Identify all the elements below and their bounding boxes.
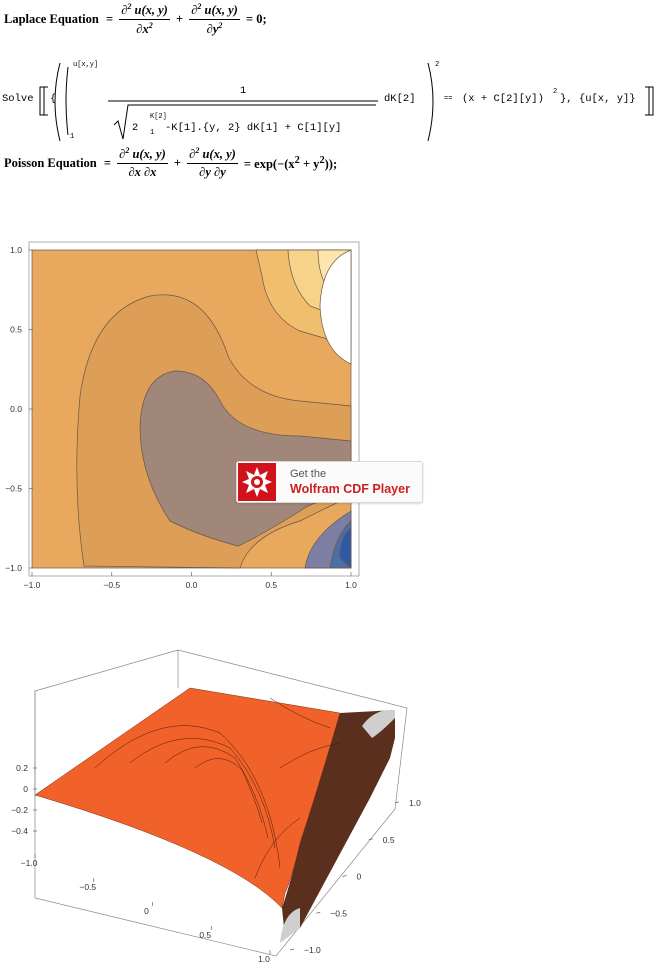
- laplace-eq-sign: =: [106, 12, 113, 27]
- laplace-label: Laplace Equation: [4, 12, 99, 27]
- x-tick-label: 0.5: [265, 580, 277, 590]
- y3d-tick-label: −0.5: [330, 908, 347, 918]
- inner-integrand: -K[1].{y, 2} dK[1] + C[1][y]: [165, 122, 341, 134]
- poisson-equation: Poisson Equation = ∂2 u(x, y) ∂x ∂x + ∂2…: [2, 146, 339, 180]
- get-cdf-player-button[interactable]: Get the Wolfram CDF Player: [236, 461, 423, 503]
- z-tick-label: −0.4: [11, 826, 28, 836]
- y3d-tick-label: 0: [357, 872, 362, 882]
- rhs-power: 2: [553, 88, 557, 96]
- cdf-badge-line1: Get the: [290, 468, 326, 480]
- surface-plot-3d[interactable]: 0.2 0 −0.2 −0.4 −1.0 −0.5 0 0.5 1.0 1.0 0.5 0 −0.5 −1…: [0, 638, 430, 963]
- laplace-term-y: ∂2 u(x, y) ∂y2: [189, 2, 240, 37]
- inner-integral-lower: 1: [150, 129, 154, 137]
- integral-upper: u[x,y]: [73, 61, 98, 69]
- y3d-tick-mark: [290, 949, 294, 950]
- x3d-tick-label: 1.0: [258, 954, 270, 963]
- y-tick-label: 1.0: [10, 245, 22, 255]
- y3d-tick-mark: [316, 912, 320, 913]
- poisson-rhs: = exp(−(x2 + y2));: [244, 155, 337, 172]
- x3d-tick-label: 0: [144, 906, 149, 916]
- laplace-plus: +: [176, 12, 183, 27]
- poisson-label: Poisson Equation: [4, 156, 97, 171]
- inner-integral-upper: K[2]: [150, 113, 167, 121]
- poisson-term-x: ∂2 u(x, y) ∂x ∂x: [117, 146, 168, 180]
- sqrt-coefficient: 2: [132, 122, 138, 134]
- y3d-tick-mark: [369, 839, 373, 840]
- contour-regions: [32, 250, 351, 568]
- laplace-term-x: ∂2 u(x, y) ∂x2: [119, 2, 170, 37]
- z-tick-label: 0: [23, 784, 28, 794]
- laplace-equation: Laplace Equation = ∂2 u(x, y) ∂x2 + ∂2 u…: [2, 2, 269, 37]
- x-tick-label: −1.0: [24, 580, 41, 590]
- outer-power: 2: [435, 61, 439, 69]
- contour-plot[interactable]: −1.0 −0.5 0.0 0.5 1.0 1.0 0.5 0.0 −0.5 −1.0: [0, 236, 380, 596]
- poisson-eq-sign: =: [104, 156, 111, 171]
- x-tick-label: −0.5: [103, 580, 120, 590]
- x-tick-label: 1.0: [345, 580, 357, 590]
- wolfram-spikey-icon: [238, 463, 276, 501]
- y3d-tick-label: −1.0: [304, 945, 321, 955]
- solve-expression: Solve { u[x,y] 1 1 2 K[2] 1 -K[1].{y, 2}…: [0, 55, 658, 150]
- solve-rhs: (x + C[2][y]): [462, 93, 544, 105]
- x3d-tick-label: 0.5: [199, 930, 211, 940]
- poisson-plus: +: [174, 156, 181, 171]
- integral-lower: 1: [70, 133, 74, 141]
- laplace-rhs: = 0;: [246, 12, 267, 27]
- fraction-numerator: 1: [240, 85, 246, 97]
- cdf-badge-line2: Wolfram CDF Player: [290, 482, 410, 496]
- y3d-tick-mark: [343, 876, 347, 877]
- differential-dk2: dK[2]: [384, 93, 416, 105]
- y-tick-label: 0.0: [10, 404, 22, 414]
- x3d-tick-label: −0.5: [79, 882, 96, 892]
- x-tick-label: 0.0: [186, 580, 198, 590]
- solve-tail: }, {u[x, y]}: [560, 93, 636, 105]
- x3d-tick-label: −1.0: [21, 858, 38, 868]
- y3d-tick-label: 1.0: [409, 798, 421, 808]
- solve-brace-open: {: [50, 93, 56, 105]
- z-tick-label: 0.2: [16, 763, 28, 773]
- y-tick-label: −0.5: [5, 484, 22, 494]
- poisson-term-y: ∂2 u(x, y) ∂y ∂y: [187, 146, 238, 180]
- y-tick-label: 0.5: [10, 325, 22, 335]
- z-tick-label: −0.2: [11, 805, 28, 815]
- equality-operator: ==: [444, 95, 452, 103]
- y3d-tick-label: 0.5: [383, 835, 395, 845]
- y-tick-label: −1.0: [5, 563, 22, 573]
